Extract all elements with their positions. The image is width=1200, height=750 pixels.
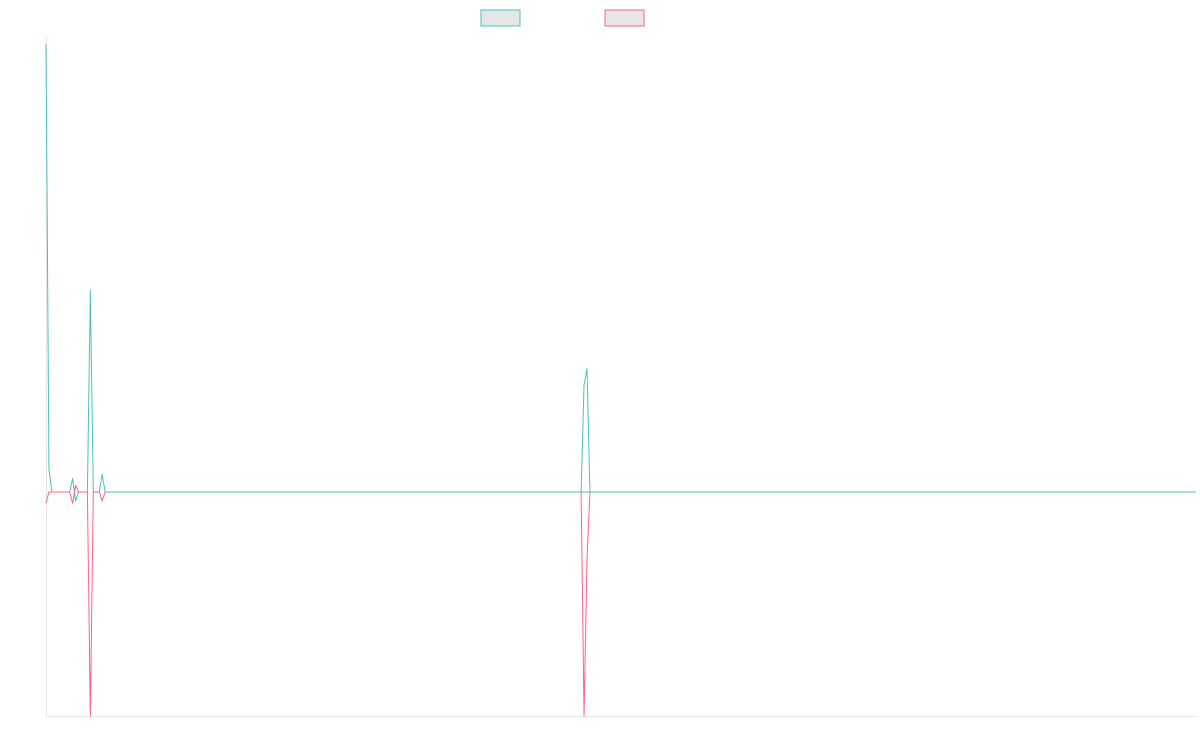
legend-item-series-1[interactable] — [480, 9, 521, 27]
legend — [480, 9, 645, 27]
plot-area — [45, 36, 1196, 717]
series-layer — [45, 43, 1196, 717]
legend-item-series-2[interactable] — [604, 9, 645, 27]
series-line-2[interactable] — [45, 484, 1196, 717]
legend-swatch-series-1[interactable] — [480, 9, 521, 27]
legend-swatch-series-2[interactable] — [604, 9, 645, 27]
series-line-1[interactable] — [45, 43, 1196, 502]
